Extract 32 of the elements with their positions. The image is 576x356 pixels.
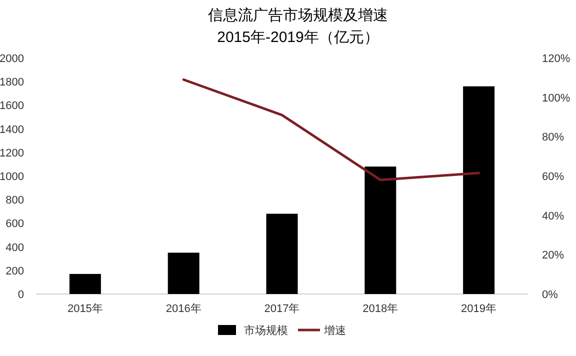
y-tick-label: 2000 xyxy=(0,53,24,65)
y2-tick-label: 100% xyxy=(542,92,570,104)
chart-title: 信息流广告市场规模及增速 xyxy=(208,7,388,24)
bar xyxy=(463,86,495,294)
y-tick-label: 1400 xyxy=(0,124,24,136)
y-tick-label: 1200 xyxy=(0,147,24,160)
x-tick-label: 2015年 xyxy=(67,303,103,315)
y-tick-label: 800 xyxy=(6,194,24,207)
y-tick-label: 200 xyxy=(6,265,24,278)
y-tick-label: 1600 xyxy=(0,100,24,112)
y2-tick-label: 80% xyxy=(542,132,564,144)
y2-tick-label: 20% xyxy=(542,250,564,262)
y-tick-label: 0 xyxy=(18,289,24,301)
bar xyxy=(69,274,101,294)
legend-label: 增速 xyxy=(323,324,346,337)
bar xyxy=(266,214,298,294)
legend-label: 市场规模 xyxy=(244,324,288,337)
x-tick-label: 2019年 xyxy=(461,303,497,315)
y-tick-label: 600 xyxy=(6,218,24,230)
y-tick-label: 400 xyxy=(6,242,24,254)
y2-tick-label: 60% xyxy=(542,171,564,183)
chart-subtitle: 2015年-2019年（亿元） xyxy=(217,29,379,46)
x-tick-label: 2017年 xyxy=(264,303,300,315)
x-tick-label: 2016年 xyxy=(166,303,202,315)
y2-tick-label: 40% xyxy=(542,210,564,222)
bar xyxy=(364,166,396,294)
y-tick-label: 1000 xyxy=(0,171,24,183)
y-tick-label: 1800 xyxy=(0,76,24,89)
y2-tick-label: 120% xyxy=(542,53,570,65)
x-tick-label: 2018年 xyxy=(362,303,398,315)
y2-tick-label: 0% xyxy=(542,289,558,301)
bar xyxy=(168,252,200,294)
